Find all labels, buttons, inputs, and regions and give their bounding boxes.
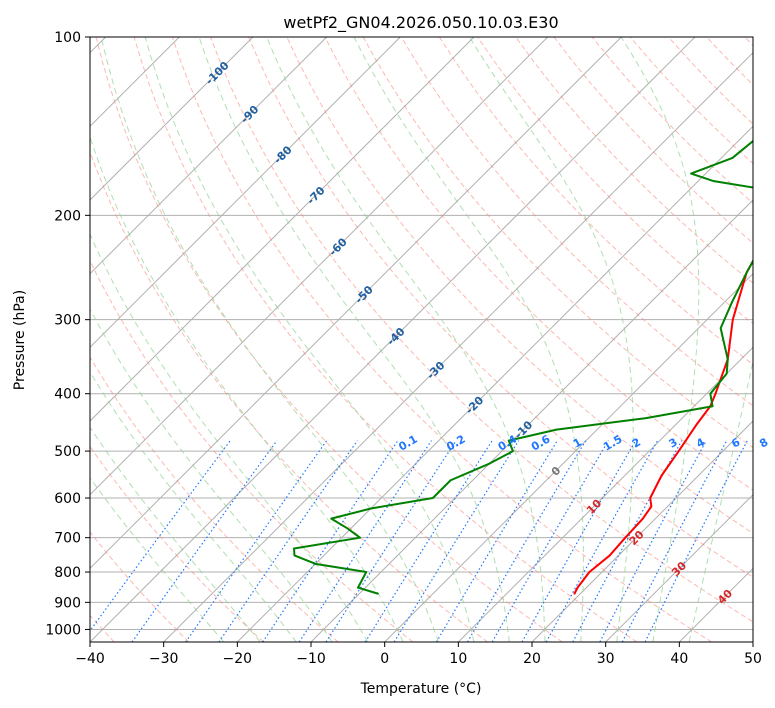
moist-adiabat-line (620, 37, 700, 642)
moist-adiabat-line (90, 426, 261, 642)
x-axis-label: Temperature (°C) (360, 681, 482, 697)
chart-title: wetPf2_GN04.2026.050.10.03.E30 (283, 13, 558, 33)
x-tick-label: −20 (223, 651, 253, 667)
mixing-ratio-line (262, 440, 399, 642)
y-tick-label: 300 (54, 313, 81, 329)
dry-adiabat-line (133, 37, 638, 642)
moist-adiabat-line (90, 233, 369, 642)
mixing-ratio-line (131, 440, 278, 642)
dry-adiabat-line (90, 531, 190, 642)
isotherm-line (90, 37, 549, 496)
dry-adiabat-line (476, 37, 753, 325)
moist-adiabat-line (198, 37, 510, 642)
axes: −40 −30 −20 −10 0 10 20 30 40 50 100 200 300 400 500 60… (45, 30, 762, 667)
isotherm-line (90, 37, 475, 422)
dry-adiabat-line (209, 37, 753, 623)
dry-adiabat-line (400, 37, 753, 407)
x-tick-label: 10 (449, 651, 467, 667)
mixing-ratio-line (325, 440, 457, 642)
moist-adiabat-line (90, 370, 297, 642)
y-tick-label: 800 (54, 565, 81, 581)
x-tick-label: 40 (670, 651, 688, 667)
isotherm-line (163, 51, 753, 642)
dewpoint-profile-line (293, 138, 753, 595)
dry-adiabat-line (95, 37, 563, 642)
x-tick-label: −10 (296, 651, 326, 667)
isotherm-line (90, 37, 696, 642)
moist-adiabat-line (90, 476, 225, 642)
y-tick-label: 1000 (45, 622, 81, 638)
mixing-ratio-line (218, 440, 358, 642)
y-tick-label: 600 (54, 491, 81, 507)
y-tick-label: 200 (54, 208, 81, 224)
isotherm-line (531, 420, 753, 642)
x-tick-label: −40 (75, 651, 105, 667)
dry-adiabat-line (515, 37, 753, 284)
y-tick-label: 900 (54, 595, 81, 611)
dry-adiabat-line (248, 37, 753, 578)
dry-adiabat-line (324, 37, 753, 491)
x-tick-label: 50 (744, 651, 762, 667)
isotherm-line (90, 37, 622, 570)
y-tick-label: 400 (54, 387, 81, 403)
mixing-ratio-line (90, 440, 231, 632)
moist-adiabat-line (688, 358, 753, 642)
dry-adiabat-line (362, 37, 753, 449)
moist-adiabat-line (90, 135, 404, 642)
moist-adiabat-line (266, 37, 546, 642)
dry-adiabat-line (171, 37, 712, 642)
y-tick-label: 100 (54, 30, 81, 46)
mixing-ratio-line (393, 440, 520, 642)
y-tick-label: 700 (54, 531, 81, 547)
background-lines (90, 37, 753, 642)
mixing-ratio-line (572, 440, 683, 642)
x-tick-label: 30 (597, 651, 615, 667)
dry-adiabat-line (90, 259, 414, 642)
moist-adiabat-line (353, 37, 584, 642)
isotherm-line (90, 37, 254, 201)
mixing-ratio-line (466, 440, 587, 642)
y-axis-label: Pressure (hPa) (12, 290, 28, 390)
temperature-profile-line (573, 258, 753, 595)
moist-adiabat-line (100, 37, 439, 642)
moist-adiabat-line (90, 308, 333, 642)
isotherm-line (90, 37, 328, 275)
dry-adiabat-line (90, 150, 488, 642)
profile-lines (293, 138, 753, 595)
x-tick-label: −30 (149, 651, 179, 667)
dry-adiabat-line (286, 37, 753, 534)
isotherm-line (90, 37, 401, 349)
plot-frame (89, 36, 754, 643)
moist-adiabat-line (144, 37, 475, 642)
isotherm-line (605, 493, 753, 642)
isotherm-line (457, 346, 753, 642)
x-tick-label: 20 (523, 651, 541, 667)
mixing-ratio-line (185, 440, 328, 642)
mixing-ratio-line (545, 440, 659, 642)
mixing-ratio-line (521, 440, 637, 642)
y-tick-label: 500 (54, 444, 81, 460)
mixing-ratio-line (364, 440, 493, 642)
isotherm-line (384, 272, 753, 642)
mixing-ratio-line (435, 440, 558, 642)
mixing-ratio-line (644, 440, 748, 642)
x-tick-label: 0 (380, 651, 389, 667)
mixing-ratio-line (298, 440, 432, 642)
dry-adiabat-line (90, 356, 339, 642)
